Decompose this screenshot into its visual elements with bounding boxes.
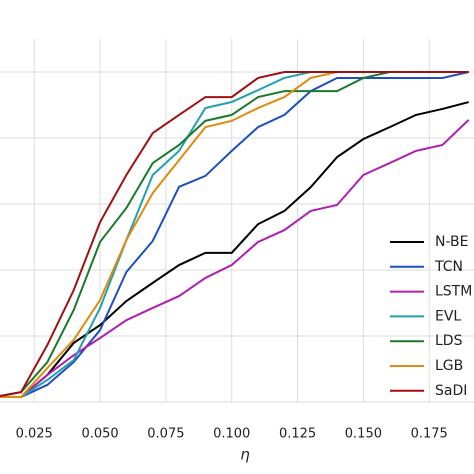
series-line — [0, 71, 469, 398]
x-tick-label: 0.150 — [345, 427, 382, 442]
x-tick-label: 0.050 — [81, 427, 118, 442]
x-tick-label: 0.125 — [279, 427, 316, 442]
legend-label: EVL — [435, 308, 461, 324]
series-line — [0, 71, 469, 399]
x-axis-label: η — [240, 446, 250, 464]
legend-label: LGB — [435, 358, 463, 374]
series-line — [0, 119, 470, 399]
x-tick-label: 0.075 — [147, 427, 184, 442]
series-line — [0, 101, 469, 399]
legend-label: N-BE — [435, 234, 468, 250]
legend-label: LSTM — [435, 284, 472, 300]
x-tick-label: 0.025 — [16, 427, 53, 442]
legend-label: TCN — [434, 259, 463, 275]
x-tick-label: 0.175 — [411, 427, 448, 442]
x-tick-label: 0.100 — [213, 427, 250, 442]
legend-label: SaDI — [435, 383, 467, 399]
legend-label: LDS — [435, 333, 463, 349]
